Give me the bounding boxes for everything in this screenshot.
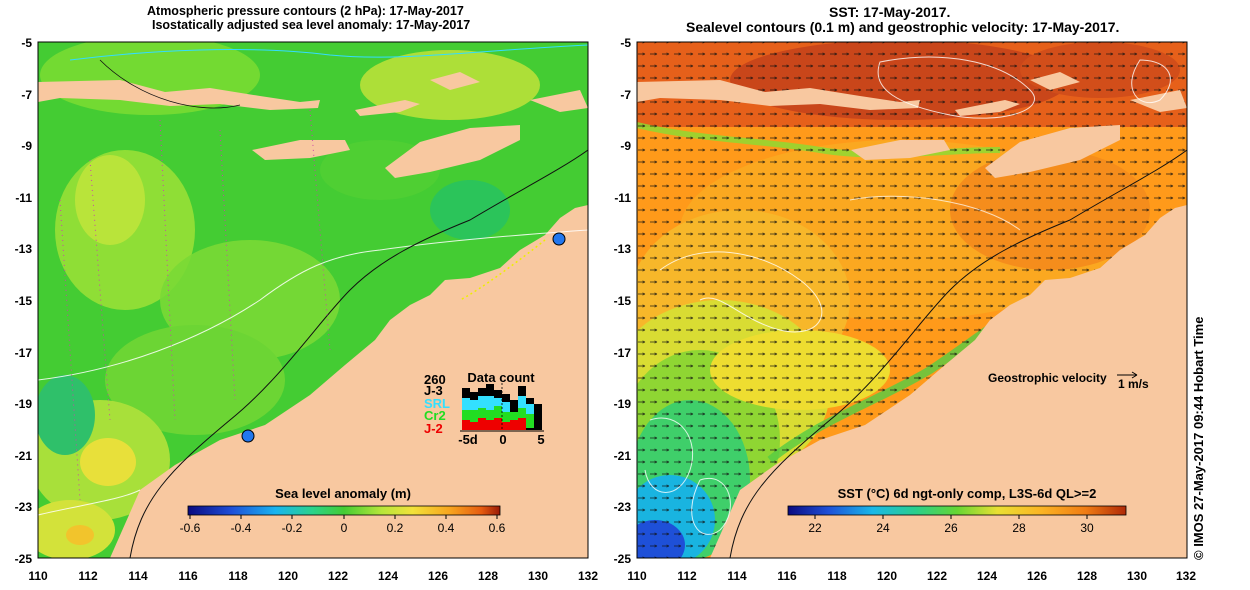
right-y-tick-label: -21	[614, 449, 632, 463]
right-x-axis: 110 112 114 116 118 120 122 124 126 128 …	[627, 569, 1196, 583]
data-count-max: 260	[424, 372, 446, 387]
sla-colorbar-tick: 0.2	[387, 521, 404, 535]
right-y-tick-label: -9	[620, 139, 631, 153]
left-x-tick-label: 114	[128, 569, 148, 583]
right-x-tick-label: 116	[777, 569, 797, 583]
left-y-tick-label: -15	[15, 294, 33, 308]
right-x-tick-label: 132	[1176, 569, 1196, 583]
left-y-tick-label: -21	[15, 449, 33, 463]
sla-colorbar-tick: -0.6	[180, 521, 201, 535]
data-count-legend-cr2: Cr2	[424, 408, 446, 423]
right-x-tick-label: 120	[877, 569, 897, 583]
right-title-line1: SST: 17-May-2017.	[829, 4, 951, 20]
right-title-line2: Sealevel contours (0.1 m) and geostrophi…	[686, 19, 1120, 35]
right-map-frame	[636, 41, 1188, 559]
left-x-tick-label: 110	[28, 569, 48, 583]
data-count-x-tick: 5	[537, 432, 544, 447]
right-y-tick-label: -25	[614, 552, 632, 566]
right-y-tick-label: -23	[614, 500, 632, 514]
sla-colorbar-tick: 0	[341, 521, 348, 535]
right-x-tick-label: 112	[677, 569, 697, 583]
right-y-tick-label: -15	[614, 294, 632, 308]
sst-map	[637, 42, 1187, 558]
right-x-tick-label: 118	[827, 569, 847, 583]
sla-colorbar-tick: 0.4	[438, 521, 455, 535]
left-y-tick-label: -19	[15, 397, 33, 411]
data-count-x-tick: -5d	[458, 432, 478, 447]
left-y-tick-label: -7	[21, 88, 32, 102]
sla-colorbar-tick: -0.2	[282, 521, 303, 535]
data-count-bars	[462, 384, 542, 430]
right-x-tick-label: 130	[1127, 569, 1147, 583]
right-x-tick-label: 114	[727, 569, 747, 583]
sst-colorbar-tick: 30	[1080, 521, 1094, 535]
velocity-legend: Geostrophic velocity 1 m/s	[988, 371, 1149, 391]
right-y-tick-label: -7	[620, 88, 631, 102]
left-x-tick-label: 112	[78, 569, 98, 583]
left-map-frame	[37, 41, 589, 559]
data-count-legend-j3: J-3	[424, 383, 443, 398]
right-y-tick-label: -11	[614, 191, 631, 205]
sla-colorbar-title: Sea level anomaly (m)	[275, 486, 411, 501]
sst-colorbar-tick: 28	[1012, 521, 1026, 535]
left-x-tick-label: 132	[578, 569, 598, 583]
right-x-tick-label: 128	[1077, 569, 1097, 583]
data-count-legend-srl: SRL	[424, 396, 450, 411]
right-y-tick-label: -5	[620, 36, 631, 50]
left-title-line1: Atmospheric pressure contours (2 hPa): 1…	[147, 4, 464, 18]
left-x-tick-label: 116	[178, 569, 198, 583]
right-y-tick-label: -13	[614, 242, 632, 256]
sla-colorbar-tick: -0.4	[231, 521, 252, 535]
sla-colorbar-tick: 0.6	[489, 521, 506, 535]
sst-colorbar-title: SST (°C) 6d ngt-only comp, L3S-6d QL>=2	[838, 486, 1097, 501]
velocity-legend-scale: 1 m/s	[1118, 377, 1149, 391]
right-y-axis: -5 -7 -9 -11 -13 -15 -17 -19 -21 -23 -25	[614, 36, 632, 566]
right-y-tick-label: -19	[614, 397, 632, 411]
sst-colorbar-tick: 26	[944, 521, 958, 535]
right-x-tick-label: 110	[627, 569, 647, 583]
left-x-axis: 110 112 114 116 118 120 122 124 126 128 …	[28, 569, 598, 583]
left-y-tick-label: -17	[15, 346, 33, 360]
sla-map	[38, 42, 588, 558]
left-x-tick-label: 120	[278, 569, 298, 583]
velocity-legend-label: Geostrophic velocity	[988, 371, 1107, 385]
velocity-arrow-icon	[1131, 371, 1138, 379]
sst-colorbar: SST (°C) 6d ngt-only comp, L3S-6d QL>=2 …	[787, 486, 1127, 535]
left-y-tick-label: -9	[21, 139, 32, 153]
left-x-tick-label: 122	[328, 569, 348, 583]
data-count-inset: Data count 260 J-3 SRL Cr2 J-2 -5d 0 5	[424, 370, 545, 447]
sla-colorbar: Sea level anomaly (m) -0.6 -0.4 -0.2 0 0…	[180, 486, 506, 535]
right-x-tick-label: 122	[927, 569, 947, 583]
sst-colorbar-tick: 24	[876, 521, 890, 535]
left-y-tick-label: -25	[15, 552, 33, 566]
left-x-tick-label: 124	[378, 569, 398, 583]
left-y-tick-label: -5	[21, 36, 32, 50]
left-x-tick-label: 118	[228, 569, 248, 583]
left-y-tick-label: -23	[15, 500, 33, 514]
data-count-x-tick: 0	[499, 432, 506, 447]
left-y-axis: -5 -7 -9 -11 -13 -15 -17 -19 -21 -23 -25	[15, 36, 33, 566]
right-y-tick-label: -17	[614, 346, 632, 360]
right-x-tick-label: 124	[977, 569, 997, 583]
data-count-legend-j2: J-2	[424, 421, 443, 436]
left-title-line2: Isostatically adjusted sea level anomaly…	[152, 18, 471, 32]
data-count-title: Data count	[467, 370, 535, 385]
left-y-tick-label: -11	[15, 191, 32, 205]
left-x-tick-label: 130	[528, 569, 548, 583]
left-x-tick-label: 128	[478, 569, 498, 583]
right-x-tick-label: 126	[1027, 569, 1047, 583]
sst-colorbar-tick: 22	[808, 521, 822, 535]
imos-credit-label: © IMOS 27-May-2017 09:44 Hobart Time	[1191, 316, 1206, 560]
left-y-tick-label: -13	[15, 242, 33, 256]
left-x-tick-label: 126	[428, 569, 448, 583]
